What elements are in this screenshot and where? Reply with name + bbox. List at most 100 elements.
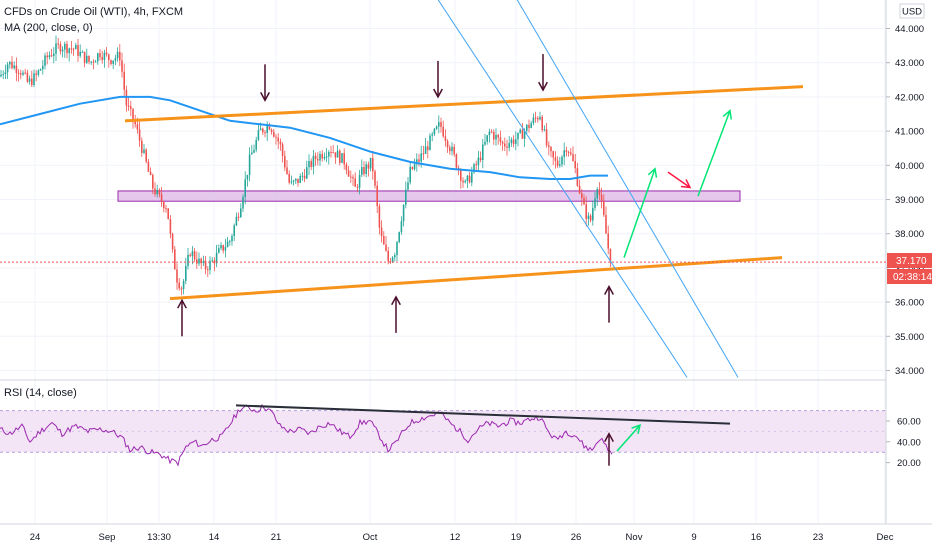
candle-body [215, 252, 218, 264]
candle-body [455, 154, 458, 168]
rsi-green-arrow [616, 424, 641, 452]
candle-body [409, 166, 411, 183]
candle-body [550, 146, 552, 152]
candle-body [182, 280, 185, 290]
candle-body [209, 260, 211, 271]
candle-body [405, 189, 407, 205]
candle-body [222, 245, 224, 251]
candle-body [427, 146, 429, 150]
lower-trendline[interactable] [169, 256, 783, 301]
candle-body [587, 215, 590, 219]
ma200-line[interactable] [0, 95, 608, 180]
candle-body [114, 58, 117, 61]
candle-body [431, 134, 433, 136]
upper-trendline[interactable] [124, 85, 804, 123]
candle-body [123, 71, 125, 90]
candle-body [174, 249, 176, 270]
time-tick-label: 24 [30, 532, 41, 543]
candle-body [290, 181, 293, 183]
candle-body [224, 247, 227, 251]
candle-body [176, 269, 178, 283]
channel-line-1[interactable] [430, 0, 688, 378]
candle-body [398, 232, 400, 242]
candle-body [490, 131, 493, 133]
candle-body [350, 176, 352, 178]
candle-body [101, 57, 103, 60]
candle-body [422, 153, 425, 155]
candle-body [35, 73, 37, 75]
candle-body [97, 53, 99, 62]
up-arrow-head [177, 298, 187, 309]
candle-body [189, 254, 191, 257]
candle-body [365, 164, 367, 174]
candle-body [383, 236, 385, 245]
candle-body [317, 159, 319, 161]
candle-body [299, 176, 301, 183]
candle-body [446, 140, 449, 148]
candle-body [180, 288, 183, 290]
candle-body [488, 131, 491, 136]
price-tick-label: 36.000 [895, 298, 924, 309]
time-tick-label: 13:30 [147, 532, 171, 543]
candle-body [103, 52, 106, 60]
candle-body [532, 117, 535, 124]
candle-body [145, 149, 147, 162]
green-arrow-head [722, 109, 733, 120]
time-tick-label: 12 [450, 532, 461, 543]
candle-body [310, 161, 312, 167]
candle-body [517, 132, 519, 140]
channel-line-2[interactable] [510, 0, 739, 378]
candle-body [198, 258, 200, 264]
rsi-trendline[interactable] [235, 404, 731, 425]
candle-body [94, 61, 97, 63]
candle-body [231, 235, 233, 242]
candle-body [314, 155, 317, 160]
candle-body [53, 53, 55, 56]
candle-body [473, 164, 475, 173]
candle-body [44, 55, 46, 66]
price-tick-label: 38.000 [895, 229, 924, 240]
candle-body [312, 155, 315, 167]
candle-body [354, 178, 356, 187]
candles [0, 35, 612, 296]
rsi-axis[interactable]: 60.00 40.00 20.00 [886, 417, 921, 470]
candle-body [319, 153, 321, 161]
rsi-line[interactable] [0, 403, 613, 467]
time-axis[interactable]: 24 Sep 13:30 14 21 Oct 12 19 26 Nov 9 16 23 Dec [30, 532, 894, 543]
candle-body [453, 146, 455, 155]
candle-body [90, 61, 92, 63]
candle-body [328, 152, 330, 157]
candle-body [20, 73, 22, 75]
candle-body [244, 179, 246, 197]
candle-body [121, 60, 123, 72]
candle-body [64, 43, 66, 50]
candle-body [600, 194, 603, 201]
up-arrow-head [604, 285, 614, 295]
candle-body [325, 156, 328, 158]
candle-body [48, 55, 51, 58]
red-arrow-head [680, 179, 692, 189]
candle-body [484, 141, 486, 145]
candle-body [4, 72, 7, 74]
resistance-zone[interactable] [117, 190, 741, 202]
candle-body [347, 170, 350, 177]
candle-body [609, 248, 612, 263]
candle-body [167, 208, 169, 220]
candle-body [138, 129, 141, 141]
candle-body [449, 147, 451, 152]
currency-badge[interactable] [899, 3, 925, 19]
candle-body [339, 150, 341, 163]
candle-body [136, 124, 139, 130]
time-tick-label: Dec [877, 532, 894, 543]
candle-body [165, 208, 167, 210]
candle-body [50, 55, 53, 57]
price-axis[interactable]: 44.000 43.000 42.000 41.000 40.000 39.000 38.0… [886, 24, 924, 377]
candle-body [75, 45, 77, 50]
candle-body [127, 105, 130, 107]
candle-body [92, 61, 95, 63]
candle-body [361, 167, 363, 175]
candle-body [233, 225, 235, 236]
candle-body [116, 51, 119, 59]
candle-body [163, 202, 165, 209]
